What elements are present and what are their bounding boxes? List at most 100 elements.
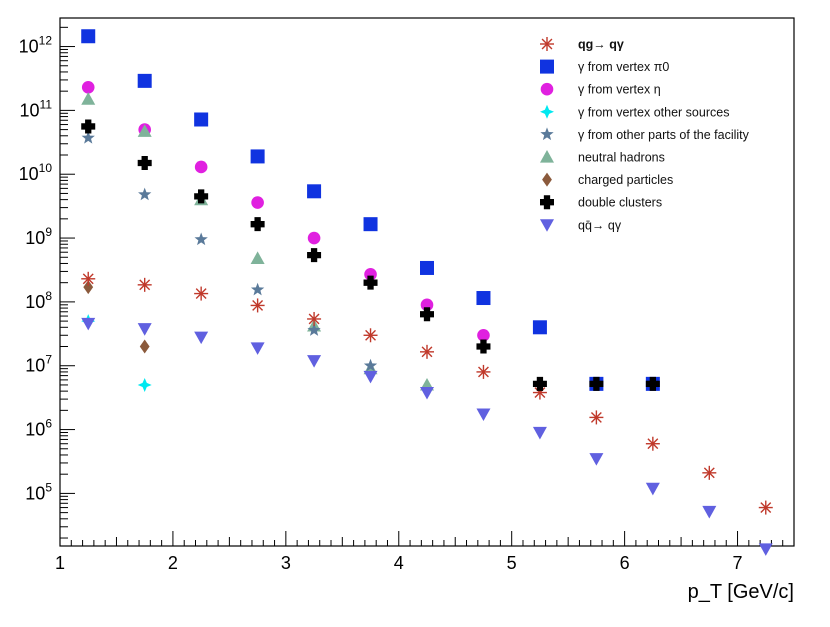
x-tick-label: 2	[168, 553, 178, 573]
legend-marker	[540, 150, 554, 163]
data-point-asterisk	[645, 436, 660, 451]
data-point-triangle-down	[645, 482, 660, 496]
data-point-triangle-down	[702, 505, 717, 519]
data-point-square	[81, 29, 96, 44]
data-point-star	[138, 187, 152, 201]
data-point-square	[420, 260, 434, 275]
y-tick-label: 1012	[19, 34, 53, 57]
x-tick-label: 5	[507, 553, 517, 573]
data-point-circle	[251, 196, 264, 209]
legend-label: γ from vertex η	[578, 83, 661, 97]
legend-marker	[540, 59, 554, 74]
data-point-square	[137, 73, 152, 88]
data-point-plus	[363, 275, 378, 290]
data-point-triangle-down	[194, 331, 209, 345]
data-point-square	[250, 149, 265, 164]
y-tick-label: 1010	[19, 161, 53, 184]
data-point-circle	[477, 328, 490, 342]
y-tick-label: 106	[25, 417, 52, 440]
data-point-triangle-up	[137, 124, 152, 137]
data-markers	[81, 29, 773, 556]
data-point-plus	[645, 376, 660, 391]
data-point-diamond	[83, 280, 94, 295]
legend: qg→ qγ γ from vertex π0 γ from vertex η γ f…	[540, 37, 750, 232]
data-point-plus	[476, 339, 491, 354]
data-point-triangle-down	[363, 370, 378, 384]
x-tick-label: 4	[394, 553, 404, 573]
data-point-plus	[137, 155, 152, 170]
data-point-star	[194, 232, 208, 246]
data-point-star	[307, 323, 321, 336]
data-point-star	[363, 358, 378, 372]
data-point-asterisk	[363, 328, 378, 343]
plot-frame	[59, 17, 795, 547]
y-tick-label: 107	[25, 353, 52, 376]
data-point-asterisk	[420, 344, 434, 359]
data-point-circle	[194, 160, 208, 174]
y-tick-label: 108	[25, 289, 52, 312]
legend-label: γ from vertex π0	[578, 60, 669, 74]
legend-label: double clusters	[578, 196, 662, 210]
legend-marker	[540, 82, 554, 96]
data-point-diamond	[139, 339, 150, 354]
data-point-square	[194, 112, 209, 127]
legend-label: charged particles	[578, 173, 673, 187]
data-point-circle	[307, 231, 321, 245]
y-tick-label: 105	[25, 480, 52, 503]
data-point-star	[250, 282, 265, 296]
data-point-square	[363, 217, 378, 232]
data-point-triangle-down	[589, 453, 604, 466]
data-point-asterisk	[758, 500, 773, 515]
x-axis: 1 2 3 4 5 6 7	[55, 531, 795, 573]
data-point-triangle-down	[307, 355, 322, 368]
data-point-asterisk	[194, 286, 209, 301]
data-point-triangle-up	[250, 251, 265, 265]
legend-label: γ from vertex other sources	[578, 105, 729, 119]
data-point-plus	[194, 189, 209, 204]
legend-marker	[540, 219, 554, 232]
legend-label: γ from other parts of the facility	[578, 128, 750, 142]
data-point-triangle-down	[420, 386, 434, 400]
y-tick-label: 109	[25, 225, 52, 248]
x-axis-title: p_T [GeV/c]	[688, 581, 794, 603]
legend-label: qg→ qγ	[578, 38, 624, 52]
data-point-square	[307, 184, 322, 199]
data-point-plus	[589, 376, 604, 391]
data-point-asterisk	[307, 311, 322, 326]
x-tick-label: 7	[733, 553, 743, 573]
data-point-asterisk	[476, 364, 491, 379]
data-point-asterisk	[137, 277, 152, 292]
legend-label: qq̄→ qγ	[578, 218, 622, 232]
data-point-square	[476, 291, 491, 306]
data-point-plus	[250, 217, 265, 232]
data-point-triangle-down	[250, 342, 265, 355]
legend-marker	[542, 172, 552, 187]
data-point-triangle-down	[758, 543, 773, 556]
y-axis: 105 106 107 108 109 1010 1011 1012	[19, 26, 75, 539]
data-point-triangle-down	[81, 317, 96, 331]
legend-marker	[540, 104, 554, 119]
data-point-triangle-down	[532, 426, 547, 440]
data-point-square	[532, 320, 547, 335]
legend-label: neutral hadrons	[578, 151, 665, 165]
data-point-triangle-down	[137, 323, 152, 336]
data-point-triangle-up	[81, 92, 96, 105]
x-tick-label: 1	[55, 553, 65, 573]
data-point-plus	[420, 307, 434, 322]
legend-marker	[540, 127, 554, 141]
data-point-asterisk	[81, 271, 96, 286]
data-point-plus	[81, 119, 96, 134]
y-tick-label: 1011	[20, 97, 53, 120]
data-point-plus	[532, 376, 547, 391]
data-point-plus	[307, 248, 322, 263]
x-tick-label: 3	[281, 553, 291, 573]
legend-marker	[540, 37, 554, 51]
data-point-circle	[81, 80, 95, 94]
x-tick-label: 6	[620, 553, 630, 573]
plot-area-border	[59, 17, 795, 547]
legend-marker	[540, 195, 554, 210]
data-point-asterisk	[589, 410, 604, 425]
data-point-triangle-down	[476, 408, 491, 422]
